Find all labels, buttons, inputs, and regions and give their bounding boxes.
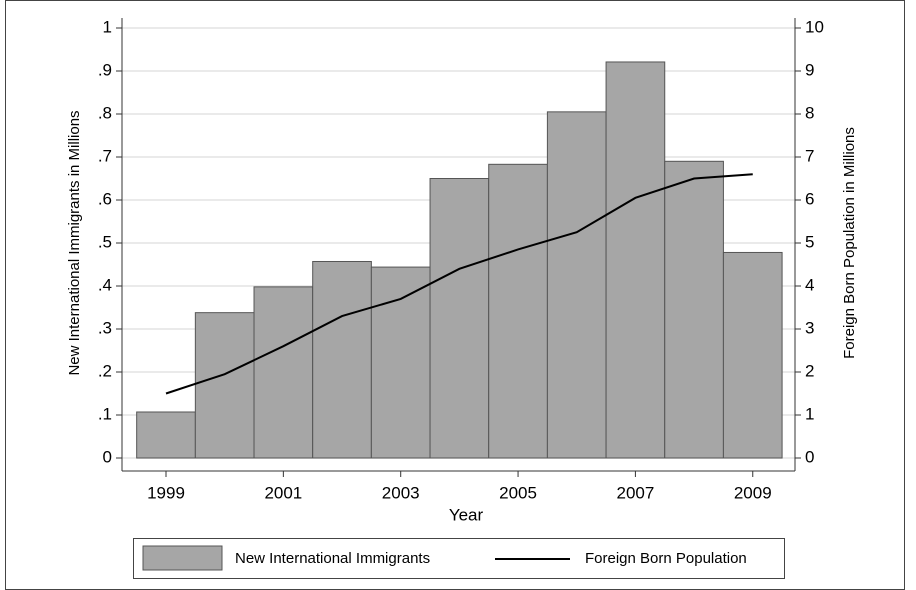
x-tick-label: 2005 <box>499 483 537 502</box>
legend-swatch <box>142 545 223 571</box>
y2-tick-label: 10 <box>805 17 824 36</box>
y2-axis-title: Foreign Born Population in Millions <box>841 127 858 359</box>
y2-tick-label: 2 <box>805 361 814 380</box>
x-tick-label: 2003 <box>382 483 420 502</box>
y2-tick-label: 6 <box>805 189 814 208</box>
y-tick-label: .3 <box>98 318 112 337</box>
y2-tick-label: 0 <box>805 447 814 466</box>
y-tick-label: .7 <box>98 146 112 165</box>
y-tick-label: .6 <box>98 189 112 208</box>
bar <box>312 260 372 459</box>
y-tick-label: 1 <box>103 17 112 36</box>
y-tick-label: .2 <box>98 361 112 380</box>
y2-tick-label: 9 <box>805 60 814 79</box>
x-tick-label: 2001 <box>264 483 302 502</box>
y-tick-label: .4 <box>98 275 112 294</box>
y-tick-label: .1 <box>98 404 112 423</box>
y2-tick-label: 4 <box>805 275 814 294</box>
x-axis-title: Year <box>449 505 484 524</box>
bar <box>429 178 490 459</box>
y2-tick-label: 5 <box>805 232 814 251</box>
y-tick-label: .9 <box>98 60 112 79</box>
legend-label: New International Immigrants <box>235 550 430 567</box>
x-tick-label: 2009 <box>734 483 772 502</box>
bar <box>488 163 548 459</box>
x-tick-label: 2007 <box>616 483 654 502</box>
bar <box>605 61 666 459</box>
y-tick-label: .5 <box>98 232 112 251</box>
legend-label: Foreign Born Population <box>585 550 747 567</box>
y2-tick-label: 1 <box>805 404 814 423</box>
y-tick-label: 0 <box>103 447 112 466</box>
y2-tick-label: 3 <box>805 318 814 337</box>
y2-tick-label: 7 <box>805 146 814 165</box>
y2-tick-label: 8 <box>805 103 814 122</box>
bar <box>194 312 255 459</box>
bar <box>253 286 314 459</box>
line <box>165 173 753 395</box>
x-tick-label: 1999 <box>147 483 185 502</box>
bar <box>664 160 724 459</box>
y-tick-label: .8 <box>98 103 112 122</box>
legend-box <box>133 538 785 579</box>
bar <box>136 411 196 459</box>
bar <box>546 111 607 459</box>
bar <box>370 266 431 459</box>
bar <box>722 251 783 459</box>
y-axis-title: New International Immigrants in Millions <box>66 110 83 375</box>
